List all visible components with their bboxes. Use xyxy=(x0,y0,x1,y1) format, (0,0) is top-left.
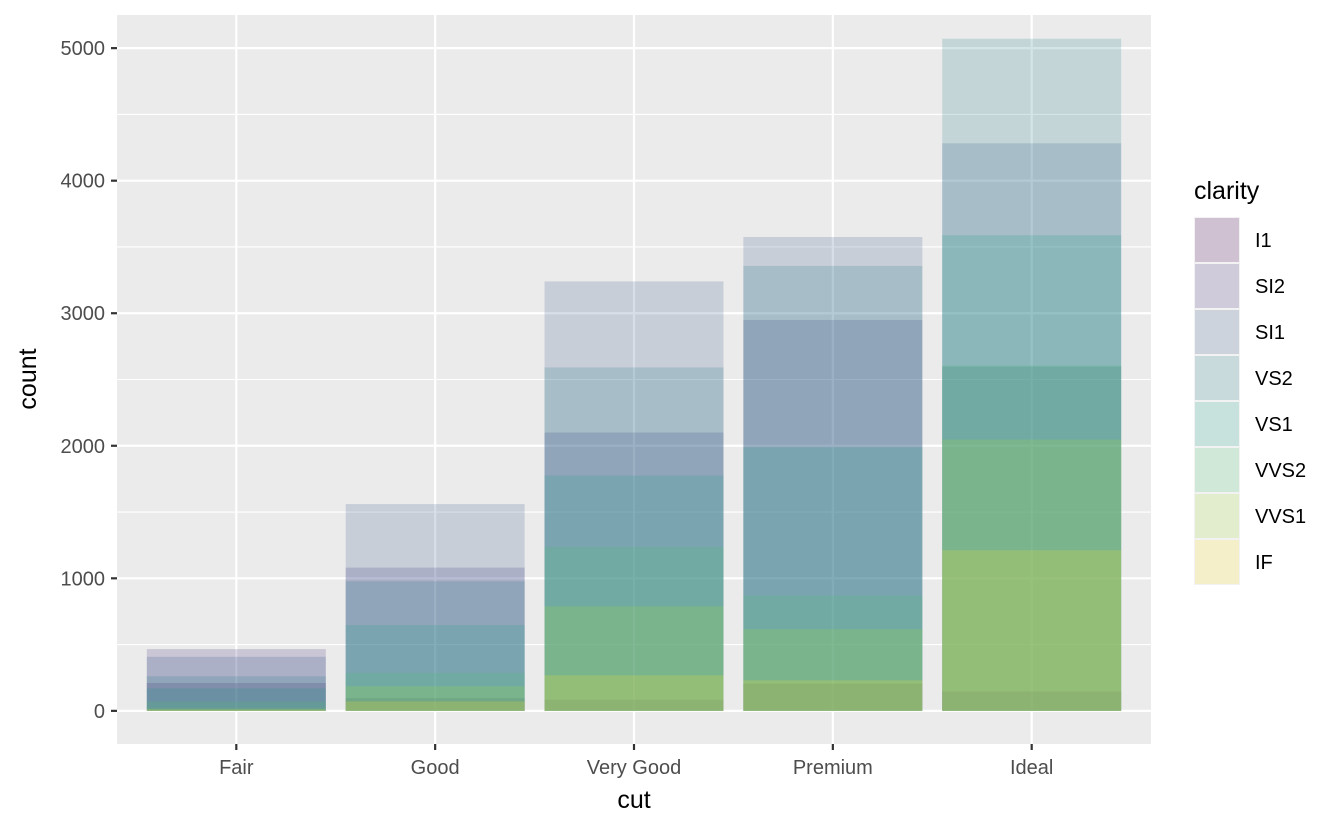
bar-vvs1-ideal xyxy=(942,439,1122,711)
legend-key-bg xyxy=(1194,355,1240,401)
bar-si2-very-good xyxy=(544,432,724,711)
bar-if-premium xyxy=(743,680,923,711)
bar-si1-fair xyxy=(146,656,326,711)
bar-vs1-premium xyxy=(743,447,923,711)
y-axis: 0 1000 2000 3000 4000 5000 xyxy=(61,38,117,723)
bar-i1-very-good xyxy=(544,699,724,711)
bar-if-ideal xyxy=(942,550,1122,711)
legend-key-bg xyxy=(1194,493,1240,539)
bar-vs1-ideal xyxy=(942,235,1122,711)
bar-vvs2-good xyxy=(345,672,525,711)
legend-key-bg xyxy=(1194,309,1240,355)
legend-key-si1 xyxy=(1195,310,1239,354)
bar-if-very-good xyxy=(544,675,724,711)
bar-vs2-good xyxy=(345,581,525,711)
legend-key-i1 xyxy=(1195,218,1239,262)
legend-key-bg xyxy=(1194,217,1240,263)
legend-label: VVS1 xyxy=(1255,506,1306,528)
bar-vs2-very-good xyxy=(544,367,724,711)
bar-if-good xyxy=(345,701,525,711)
bar-vvs1-premium xyxy=(743,629,923,711)
legend-key-bg xyxy=(1194,401,1240,447)
y-tick-label: 5000 xyxy=(61,38,106,60)
bar-si2-fair xyxy=(146,649,326,711)
legend-key-bg xyxy=(1194,539,1240,585)
bar-vs1-good xyxy=(345,624,525,711)
bar-si2-ideal xyxy=(942,366,1122,711)
x-axis-title: cut xyxy=(617,786,650,814)
legend-key-vs1 xyxy=(1195,402,1239,446)
bar-si2-good xyxy=(345,567,525,711)
bar-if-fair xyxy=(146,709,326,711)
x-axis: Fair Good Very Good Premium Ideal xyxy=(219,744,1053,779)
legend-label: SI1 xyxy=(1255,322,1285,344)
bar-vs2-fair xyxy=(146,676,326,711)
legend-key-vvs1 xyxy=(1195,494,1239,538)
bar-i1-ideal xyxy=(942,691,1122,711)
bar-i1-fair xyxy=(146,683,326,711)
bar-vs2-premium xyxy=(743,265,923,711)
y-tick-label: 0 xyxy=(94,701,105,723)
bars xyxy=(146,38,1122,711)
bar-si1-ideal xyxy=(942,143,1122,711)
x-tick-label: Good xyxy=(411,757,460,779)
bar-vvs2-very-good xyxy=(544,547,724,711)
legend-label: VS1 xyxy=(1255,414,1293,436)
bar-si1-very-good xyxy=(544,281,724,711)
legend-label: IF xyxy=(1255,552,1273,574)
y-tick-label: 4000 xyxy=(61,171,106,193)
x-tick-label: Fair xyxy=(219,757,254,779)
bar-vs2-ideal xyxy=(942,38,1122,711)
bar-i1-premium xyxy=(743,683,923,711)
legend-key-si2 xyxy=(1195,264,1239,308)
bar-si1-good xyxy=(345,504,525,711)
legend-key-if xyxy=(1195,540,1239,584)
y-tick-label: 1000 xyxy=(61,568,106,590)
bar-vvs1-fair xyxy=(146,708,326,711)
bar-si1-premium xyxy=(743,237,923,711)
bar-vs1-very-good xyxy=(544,475,724,711)
y-tick-label: 3000 xyxy=(61,303,106,325)
bar-vvs1-very-good xyxy=(544,606,724,711)
bar-vvs2-ideal xyxy=(942,365,1122,711)
legend-title: clarity xyxy=(1194,177,1260,205)
legend-key-vs2 xyxy=(1195,356,1239,400)
legend: clarity I1 SI2 SI1 VS2 VS1 VVS2 VVS1 IF xyxy=(1194,177,1306,585)
bar-vvs1-good xyxy=(345,686,525,711)
grid-major xyxy=(117,15,1151,744)
bar-vvs2-fair xyxy=(146,701,326,711)
y-axis-title: count xyxy=(14,348,42,409)
bar-si2-premium xyxy=(743,319,923,711)
legend-label: SI2 xyxy=(1255,276,1285,298)
legend-label: I1 xyxy=(1255,230,1272,252)
x-tick-label: Ideal xyxy=(1010,757,1053,779)
y-tick-label: 2000 xyxy=(61,436,106,458)
x-tick-label: Premium xyxy=(793,757,873,779)
legend-key-vvs2 xyxy=(1195,448,1239,492)
x-tick-label: Very Good xyxy=(587,757,682,779)
legend-key-bg xyxy=(1194,263,1240,309)
bar-vvs2-premium xyxy=(743,595,923,711)
bar-vs1-fair xyxy=(146,688,326,711)
legend-key-bg xyxy=(1194,447,1240,493)
legend-label: VVS2 xyxy=(1255,460,1306,482)
bar-i1-good xyxy=(345,698,525,711)
legend-label: VS2 xyxy=(1255,368,1293,390)
